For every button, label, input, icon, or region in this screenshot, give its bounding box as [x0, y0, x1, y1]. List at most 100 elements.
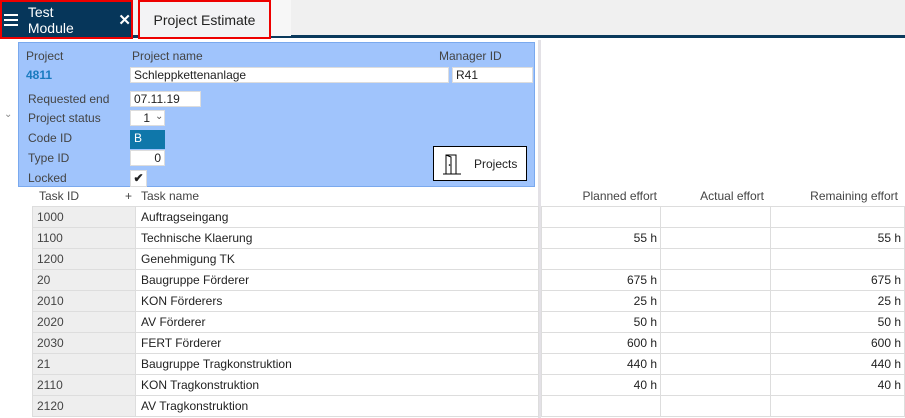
planned-effort-cell[interactable]: 440 h: [541, 353, 661, 375]
task-name-cell[interactable]: Genehmigung TK: [135, 248, 539, 270]
remaining-effort-cell[interactable]: 25 h: [770, 290, 905, 312]
type-id-label: Type ID: [28, 151, 70, 165]
task-name-cell[interactable]: AV Förderer: [135, 311, 539, 333]
actual-effort-cell[interactable]: [660, 269, 771, 291]
manager-id-input[interactable]: R41: [452, 67, 533, 83]
remaining-effort-cell[interactable]: 600 h: [770, 332, 905, 354]
project-value[interactable]: 4811: [26, 68, 53, 82]
close-icon[interactable]: ✕: [118, 11, 131, 29]
actual-effort-cell[interactable]: [660, 311, 771, 333]
planned-effort-cell[interactable]: 675 h: [541, 269, 661, 291]
remaining-effort-cell[interactable]: 40 h: [770, 374, 905, 396]
header-remaining-effort[interactable]: Remaining effort: [810, 189, 898, 203]
table-row[interactable]: 21 Baugruppe Tragkonstruktion: [32, 353, 539, 375]
project-name-label: Project name: [132, 49, 203, 63]
chevron-down-icon[interactable]: ⌄: [155, 111, 164, 122]
effort-row[interactable]: 600 h 600 h: [541, 332, 905, 354]
task-name-cell[interactable]: Baugruppe Förderer: [135, 269, 539, 291]
planned-effort-cell[interactable]: 40 h: [541, 374, 661, 396]
table-row[interactable]: 1200 Genehmigung TK: [32, 248, 539, 270]
task-name-cell[interactable]: Baugruppe Tragkonstruktion: [135, 353, 539, 375]
remaining-effort-cell[interactable]: 50 h: [770, 311, 905, 333]
locked-checkbox[interactable]: ✔: [130, 170, 147, 187]
task-name-cell[interactable]: AV Tragkonstruktion: [135, 395, 539, 417]
table-row[interactable]: 2120 AV Tragkonstruktion: [32, 395, 539, 417]
remaining-effort-cell[interactable]: 440 h: [770, 353, 905, 375]
task-name-cell[interactable]: Technische Klaerung: [135, 227, 539, 249]
planned-effort-cell[interactable]: [541, 395, 661, 417]
project-status-value: 1: [143, 111, 150, 125]
remaining-effort-cell[interactable]: [770, 206, 905, 228]
collapse-chevron-icon[interactable]: ⌄: [4, 109, 13, 120]
planned-effort-cell[interactable]: 55 h: [541, 227, 661, 249]
type-id-input[interactable]: 0: [130, 150, 165, 166]
remaining-effort-cell[interactable]: 675 h: [770, 269, 905, 291]
task-name-cell[interactable]: FERT Förderer: [135, 332, 539, 354]
actual-effort-cell[interactable]: [660, 353, 771, 375]
project-status-label: Project status: [28, 111, 101, 125]
projects-button[interactable]: Projects: [433, 146, 527, 181]
task-name-cell[interactable]: KON Förderers: [135, 290, 539, 312]
planned-effort-cell[interactable]: [541, 206, 661, 228]
task-name-cell[interactable]: Auftragseingang: [135, 206, 539, 228]
tab-spacer: [271, 0, 291, 36]
code-id-input[interactable]: B: [130, 130, 165, 149]
planned-effort-cell[interactable]: 25 h: [541, 290, 661, 312]
remaining-effort-cell[interactable]: [770, 395, 905, 417]
task-id-cell[interactable]: 2110: [32, 374, 136, 396]
table-row[interactable]: 1100 Technische Klaerung: [32, 227, 539, 249]
table-row[interactable]: 20 Baugruppe Förderer: [32, 269, 539, 291]
task-id-cell[interactable]: 1200: [32, 248, 136, 270]
planned-effort-cell[interactable]: 600 h: [541, 332, 661, 354]
project-label: Project: [26, 49, 64, 63]
effort-row[interactable]: 25 h 25 h: [541, 290, 905, 312]
project-name-input[interactable]: Schleppkettenanlage: [130, 67, 449, 83]
effort-row[interactable]: 440 h 440 h: [541, 353, 905, 375]
task-id-cell[interactable]: 21: [32, 353, 136, 375]
effort-row[interactable]: [541, 206, 905, 228]
effort-row[interactable]: 40 h 40 h: [541, 374, 905, 396]
tab-project-estimate[interactable]: Project Estimate: [138, 0, 271, 39]
task-id-cell[interactable]: 1000: [32, 206, 136, 228]
task-id-cell[interactable]: 2010: [32, 290, 136, 312]
task-id-cell[interactable]: 1100: [32, 227, 136, 249]
remaining-effort-cell[interactable]: [770, 248, 905, 270]
task-id-cell[interactable]: 20: [32, 269, 136, 291]
task-name-cell[interactable]: KON Tragkonstruktion: [135, 374, 539, 396]
table-row[interactable]: 2010 KON Förderers: [32, 290, 539, 312]
header-task-id[interactable]: Task ID: [39, 189, 80, 203]
project-status-select[interactable]: 1: [130, 110, 165, 126]
table-row[interactable]: 2020 AV Förderer: [32, 311, 539, 333]
table-row[interactable]: 2110 KON Tragkonstruktion: [32, 374, 539, 396]
effort-row[interactable]: 675 h 675 h: [541, 269, 905, 291]
hamburger-menu-icon[interactable]: [4, 13, 18, 26]
header-task-name[interactable]: Task name: [141, 189, 200, 203]
add-task-icon[interactable]: +: [125, 189, 133, 203]
header-actual-effort[interactable]: Actual effort: [700, 189, 764, 203]
locked-label: Locked: [28, 171, 67, 185]
actual-effort-cell[interactable]: [660, 227, 771, 249]
effort-row[interactable]: 55 h 55 h: [541, 227, 905, 249]
requested-end-input[interactable]: 07.11.19: [130, 91, 201, 107]
actual-effort-cell[interactable]: [660, 374, 771, 396]
effort-row[interactable]: [541, 395, 905, 417]
header-planned-effort[interactable]: Planned effort: [582, 189, 657, 203]
actual-effort-cell[interactable]: [660, 290, 771, 312]
task-id-cell[interactable]: 2030: [32, 332, 136, 354]
task-id-cell[interactable]: 2120: [32, 395, 136, 417]
table-row[interactable]: 2030 FERT Förderer: [32, 332, 539, 354]
remaining-effort-cell[interactable]: 55 h: [770, 227, 905, 249]
tab-bar: [0, 0, 905, 38]
task-id-cell[interactable]: 2020: [32, 311, 136, 333]
actual-effort-cell[interactable]: [660, 206, 771, 228]
planned-effort-cell[interactable]: 50 h: [541, 311, 661, 333]
planned-effort-cell[interactable]: [541, 248, 661, 270]
table-row[interactable]: 1000 Auftragseingang: [32, 206, 539, 228]
effort-row[interactable]: [541, 248, 905, 270]
effort-row[interactable]: 50 h 50 h: [541, 311, 905, 333]
actual-effort-cell[interactable]: [660, 395, 771, 417]
actual-effort-cell[interactable]: [660, 332, 771, 354]
pane-splitter[interactable]: [538, 40, 541, 418]
tab-test-module[interactable]: Test Module ✕: [0, 0, 133, 39]
actual-effort-cell[interactable]: [660, 248, 771, 270]
